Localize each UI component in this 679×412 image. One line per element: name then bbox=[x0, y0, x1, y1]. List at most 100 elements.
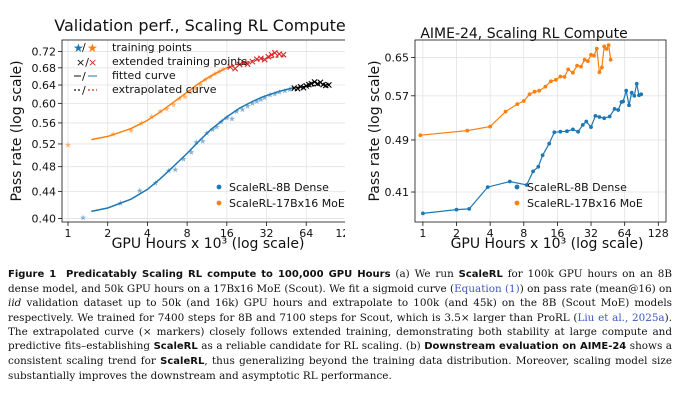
chart1-dense-training-point bbox=[180, 155, 187, 162]
chart2-dense-point bbox=[576, 129, 580, 134]
legend-slash-2: / bbox=[82, 70, 86, 83]
chart2-moe-point bbox=[532, 89, 537, 94]
legend2-dense-marker bbox=[514, 184, 520, 190]
caption-part-8: ). The extrapolated curve (× markers) cl… bbox=[8, 311, 672, 353]
chart1-dense-extended-point bbox=[308, 80, 315, 87]
chart2-dense-point bbox=[536, 164, 541, 169]
chart1-dense-training-point bbox=[172, 166, 179, 173]
chart2-grid bbox=[415, 40, 666, 222]
legend2-moe-label: ScaleRL-17Bx16 MoE bbox=[527, 197, 643, 210]
chart1-ytick-label: 0.40 bbox=[32, 212, 57, 225]
legend-fitted-curve: fitted curve bbox=[112, 69, 176, 82]
legend2-moe-marker bbox=[514, 200, 520, 206]
caption-part-2: for 100k GPU hours on an 8B dense model,… bbox=[8, 268, 672, 296]
chart2-xtick-label: 128 bbox=[648, 227, 669, 240]
chart2-moe-point bbox=[503, 109, 508, 114]
chart1-moe-training-point bbox=[127, 127, 134, 134]
chart2-xtick-label: 64 bbox=[618, 227, 632, 240]
chart2-dense-point bbox=[584, 119, 589, 124]
chart2-moe-point bbox=[521, 99, 526, 103]
chart2-title: AIME-24, Scaling RL Compute bbox=[420, 26, 627, 42]
chart1-ytick-label: 0.60 bbox=[32, 97, 57, 110]
chart1-ytick-label: 0.44 bbox=[32, 185, 57, 198]
caption-citation-link[interactable]: Liu et al., 2025a bbox=[577, 311, 665, 324]
legend-star-orange-glyph: ★ bbox=[87, 41, 98, 55]
chart2-moe-point bbox=[543, 84, 548, 89]
chart1-xtick-label: 32 bbox=[260, 227, 274, 240]
chart2-xtick-label: 32 bbox=[584, 227, 598, 240]
chart2-dense-point bbox=[540, 153, 545, 158]
chart1-dense-training-point bbox=[80, 214, 87, 221]
chart2-moe-point bbox=[594, 46, 599, 51]
chart2-moe-point bbox=[562, 75, 567, 79]
chart1-dense-training-point bbox=[199, 138, 206, 144]
chart2-dense-point bbox=[624, 88, 629, 93]
caption-equation-link[interactable]: Equation (1) bbox=[454, 283, 520, 296]
chart2-dense-point bbox=[621, 99, 625, 104]
chart2-ticks: 1 2 4 8 16 32 64 128 0.41 0.49 0.57 0.65 bbox=[385, 51, 669, 240]
caption-part-9: as a reliable candidate for RL scaling. … bbox=[201, 340, 421, 353]
legend2-dense-label: ScaleRL-8B Dense bbox=[527, 181, 627, 194]
chart2-dense-point bbox=[421, 211, 425, 216]
legend-slash-3: / bbox=[82, 84, 86, 97]
legend-slash: / bbox=[82, 41, 86, 54]
chart1-moe-extrapolated-curve bbox=[226, 55, 287, 69]
legend-moe-label: ScaleRL-17Bx16 MoE bbox=[229, 197, 345, 210]
chart1-xtick-label: 128 bbox=[335, 227, 345, 240]
chart1-xtick-label: 2 bbox=[104, 227, 111, 240]
chart2-dense-point bbox=[634, 81, 639, 86]
caption-part-11: shows a consistent scaling trend for bbox=[8, 340, 672, 368]
chart2-dense-point bbox=[558, 129, 563, 134]
legend-x-black-glyph: ×/ bbox=[76, 56, 89, 69]
chart1-dense-training-point bbox=[239, 106, 246, 113]
figure-caption: Figure 1 Predicatably Scaling RL compute… bbox=[8, 267, 672, 384]
caption-brand-1: ScaleRL bbox=[458, 269, 503, 280]
chart1-ytick-label: 0.64 bbox=[32, 79, 57, 92]
legend-extended-points: extended training points bbox=[112, 55, 248, 68]
chart2-moe-point bbox=[465, 128, 470, 133]
caption-iid: iid bbox=[8, 297, 22, 310]
chart1-dense-training-point bbox=[213, 123, 220, 130]
legend-dense-label: ScaleRL-8B Dense bbox=[229, 181, 329, 194]
chart1-dense-extended-point bbox=[325, 82, 332, 89]
chart1-dense-training-point bbox=[253, 98, 260, 104]
chart2-xtick-label: 4 bbox=[487, 227, 494, 240]
legend-training-points: training points bbox=[112, 41, 192, 54]
chart2-moe-point bbox=[589, 52, 593, 57]
chart2-moe-point bbox=[549, 79, 553, 84]
chart1-dense-training-point bbox=[261, 94, 268, 101]
chart1-title: Validation perf., Scaling RL Compute bbox=[54, 16, 345, 35]
chart2-moe-point bbox=[579, 64, 583, 69]
chart1-moe-training-point bbox=[187, 89, 194, 95]
chart2-moe-point bbox=[604, 47, 609, 51]
chart1-moe-fitted-curve bbox=[91, 67, 228, 141]
chart2-dense-point bbox=[607, 114, 612, 119]
chart2-ytick-label: 0.41 bbox=[385, 186, 410, 199]
chart1-ytick-label: 0.68 bbox=[32, 62, 57, 75]
chart1-dense-training-point bbox=[257, 96, 264, 103]
legend-star-blue-glyph: ★ bbox=[73, 41, 84, 55]
chart2-dense-point bbox=[616, 108, 621, 112]
chart1-legend-left: ★ / ★ training points ×/ × extended trai… bbox=[73, 41, 248, 97]
chart2-xtick-label: 1 bbox=[419, 227, 426, 240]
chart2-ytick-label: 0.65 bbox=[385, 51, 410, 64]
legend-x-red-glyph: × bbox=[88, 56, 97, 69]
chart2-moe-point bbox=[597, 70, 602, 75]
chart2-ylabel: Pass rate (log scale) bbox=[367, 60, 383, 201]
chart2-moe-point bbox=[515, 102, 520, 106]
chart2-dense-point bbox=[593, 114, 598, 118]
chart1-moe-training-point bbox=[192, 85, 199, 92]
chart2-moe-point bbox=[571, 70, 575, 75]
chart1-ytick-label: 0.48 bbox=[32, 161, 57, 174]
caption-part-6: validation dataset up to 50k (and 16k) G… bbox=[8, 297, 672, 324]
chart2-legend: ScaleRL-8B Dense ScaleRL-17Bx16 MoE bbox=[514, 181, 643, 210]
chart1-ytick-label: 0.72 bbox=[32, 46, 57, 59]
legend-dense-marker bbox=[216, 184, 222, 190]
chart2-plot-frame bbox=[414, 39, 667, 223]
chart2-dense-point bbox=[632, 93, 637, 98]
chart1-moe-extended-point bbox=[240, 59, 247, 66]
chart1-ytick-label: 0.56 bbox=[32, 117, 57, 130]
chart2-dense-point bbox=[524, 183, 529, 187]
chart1-moe-training-point bbox=[163, 105, 170, 112]
chart2-dense-point bbox=[454, 207, 459, 212]
